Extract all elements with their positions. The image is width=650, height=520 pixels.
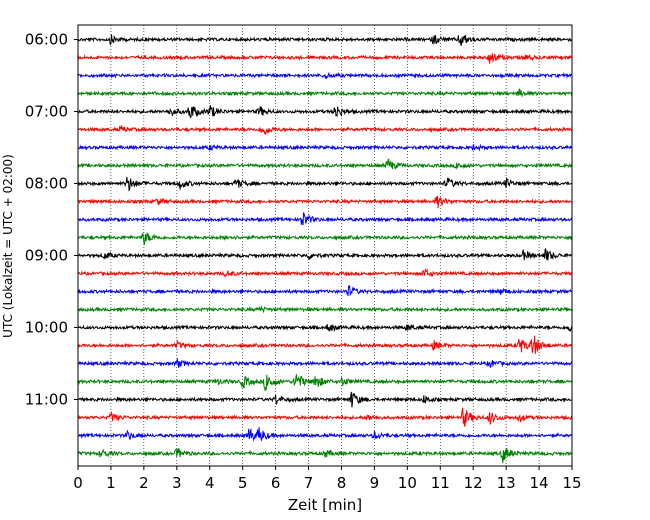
x-tick-label: 13 — [497, 474, 516, 492]
x-tick-label: 14 — [530, 474, 549, 492]
y-axis-label: UTC (Lokalzeit = UTC + 02:00) — [1, 154, 15, 338]
trace-row-7 — [77, 158, 573, 170]
trace-row-8 — [77, 176, 573, 192]
y-tick-label: 08:00 — [25, 175, 68, 193]
x-tick-label: 10 — [398, 474, 417, 492]
x-tick-label: 0 — [73, 474, 83, 492]
trace-row-22 — [77, 427, 573, 442]
trace-row-5 — [77, 125, 573, 136]
trace-row-13 — [77, 268, 572, 279]
x-tick-label: 9 — [370, 474, 380, 492]
trace-row-15 — [77, 305, 573, 314]
x-tick-label: 15 — [562, 474, 581, 492]
trace-row-17 — [77, 335, 573, 354]
trace-row-20 — [77, 391, 573, 408]
trace-row-18 — [77, 357, 573, 368]
trace-row-0 — [77, 34, 573, 46]
x-tick-label: 7 — [304, 474, 314, 492]
trace-row-6 — [77, 143, 573, 152]
trace-row-3 — [77, 88, 573, 98]
trace-row-21 — [77, 407, 573, 427]
y-tick-label: 11:00 — [25, 391, 68, 409]
x-tick-label: 1 — [106, 474, 116, 492]
trace-row-4 — [77, 105, 573, 119]
plot-frame — [77, 24, 573, 467]
x-axis-ticks: 0 1 2 3 4 5 6 7 8 9 10 11 12 13 14 15 — [73, 466, 582, 492]
y-tick-label: 06:00 — [25, 31, 68, 49]
x-tick-label: 4 — [205, 474, 215, 492]
trace-row-2 — [77, 71, 573, 80]
trace-row-14 — [77, 284, 573, 297]
x-tick-label: 12 — [464, 474, 483, 492]
x-tick-label: 2 — [139, 474, 149, 492]
y-tick-label: 09:00 — [25, 247, 68, 265]
trace-row-12 — [77, 248, 573, 261]
trace-row-10 — [77, 212, 573, 226]
trace-row-23 — [77, 447, 573, 464]
x-tick-label: 11 — [431, 474, 450, 492]
seismic-traces — [77, 34, 573, 464]
y-tick-label: 07:00 — [25, 103, 68, 121]
x-tick-label: 8 — [337, 474, 347, 492]
trace-row-11 — [77, 232, 573, 246]
x-tick-label: 3 — [172, 474, 182, 492]
trace-row-9 — [77, 195, 573, 209]
y-axis-ticks: 06:00 07:00 08:00 09:00 10:00 11:00 — [25, 31, 78, 409]
x-tick-label: 5 — [238, 474, 248, 492]
trace-row-1 — [77, 53, 573, 64]
y-tick-label: 10:00 — [25, 319, 68, 337]
trace-row-16 — [77, 323, 573, 333]
x-tick-label: 6 — [271, 474, 281, 492]
trace-row-19 — [77, 374, 573, 391]
x-axis-label: Zeit [min] — [288, 496, 362, 514]
